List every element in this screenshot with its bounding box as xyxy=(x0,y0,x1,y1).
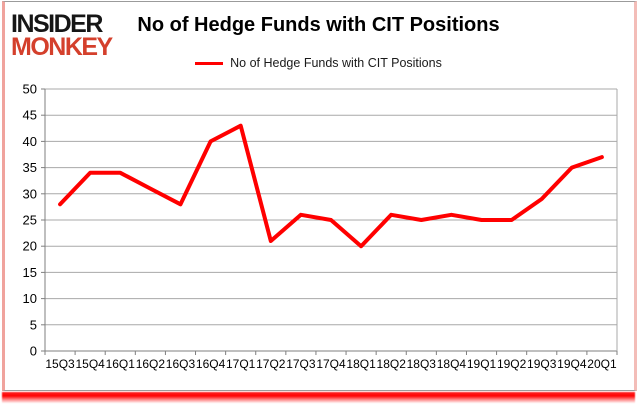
legend-label: No of Hedge Funds with CIT Positions xyxy=(230,56,442,70)
insider-monkey-logo: INSIDER MONKEY xyxy=(11,10,113,61)
bottom-red-glow xyxy=(2,392,635,403)
logo-insider-text: INSIDER xyxy=(11,10,103,38)
legend-line-swatch xyxy=(195,61,224,65)
legend: No of Hedge Funds with CIT Positions xyxy=(0,56,637,70)
chart-title: No of Hedge Funds with CIT Positions xyxy=(137,14,500,36)
logo-monkey-text: MONKEY xyxy=(11,33,113,61)
